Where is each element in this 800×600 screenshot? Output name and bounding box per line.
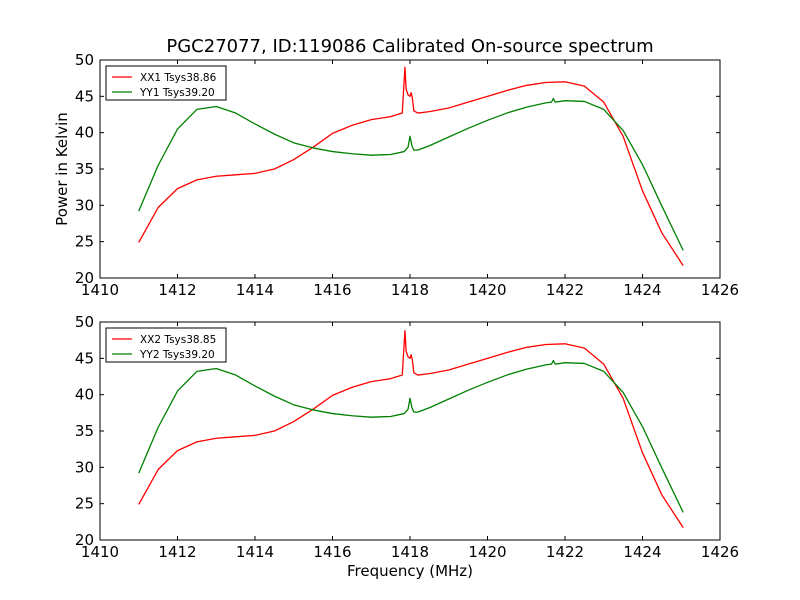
series-line-2-2 [138, 359, 684, 513]
subplot-2: 1410 1412 1414 1416 1418 1420 1422 1424 1426 20 25… [75, 313, 739, 580]
x-axis-label: Frequency (MHz) [347, 562, 473, 580]
legend-entry: XX2 Tsys38.85 [140, 334, 216, 346]
legend-entry: XX1 Tsys38.86 [140, 72, 217, 84]
y-tick-label: 20 [75, 269, 94, 287]
x-tick-label: 1420 [468, 281, 506, 299]
y-axis-label: Power in Kelvin [53, 112, 71, 226]
x-tick-label: 1422 [546, 543, 584, 561]
y-tick-label: 30 [75, 458, 94, 476]
legend: XX1 Tsys38.86 YY1 Tsys39.20 [105, 65, 227, 101]
y-tick-label: 50 [75, 313, 94, 331]
x-tick-label: 1418 [391, 281, 429, 299]
x-tick-label: 1416 [313, 281, 351, 299]
y-tick-label: 45 [75, 349, 94, 367]
y-tick-label: 40 [75, 386, 94, 404]
y-tick-label: 35 [75, 160, 94, 178]
x-tick-label: 1410 [81, 281, 119, 299]
y-tick-label: 50 [75, 51, 94, 69]
y-tick-label: 20 [75, 531, 94, 549]
series-line-1-1 [138, 66, 684, 267]
legend-box [105, 65, 227, 101]
x-tick-label: 1422 [546, 281, 584, 299]
x-tick-label: 1424 [623, 281, 661, 299]
series-line-1-2 [138, 97, 684, 251]
x-tick-label: 1412 [158, 543, 196, 561]
x-tick-label: 1424 [623, 543, 661, 561]
x-tick-label: 1426 [701, 281, 739, 299]
x-tick-label: 1418 [391, 543, 429, 561]
subplot-1: 1410 1412 1414 1416 1418 1420 1422 1424 1426 20 25… [53, 36, 739, 299]
legend-box [105, 327, 227, 363]
y-tick-label: 25 [75, 233, 94, 251]
y-tick-label: 40 [75, 124, 94, 142]
legend-entry: YY2 Tsys39.20 [139, 349, 215, 361]
series-line-2-1 [138, 330, 684, 529]
x-tick-label: 1416 [313, 543, 351, 561]
legend-entry: YY1 Tsys39.20 [139, 87, 215, 99]
chart-title: PGC27077, ID:119086 Calibrated On-source… [166, 36, 653, 57]
x-tick-label: 1410 [81, 543, 119, 561]
y-tick-label: 30 [75, 196, 94, 214]
x-tick-label: 1420 [468, 543, 506, 561]
x-tick-label: 1412 [158, 281, 196, 299]
y-tick-label: 45 [75, 87, 94, 105]
y-tick-label: 25 [75, 495, 94, 513]
x-tick-label: 1414 [236, 543, 274, 561]
y-tick-label: 35 [75, 422, 94, 440]
x-tick-label: 1414 [236, 281, 274, 299]
x-tick-label: 1426 [701, 543, 739, 561]
legend: XX2 Tsys38.85 YY2 Tsys39.20 [105, 327, 227, 363]
